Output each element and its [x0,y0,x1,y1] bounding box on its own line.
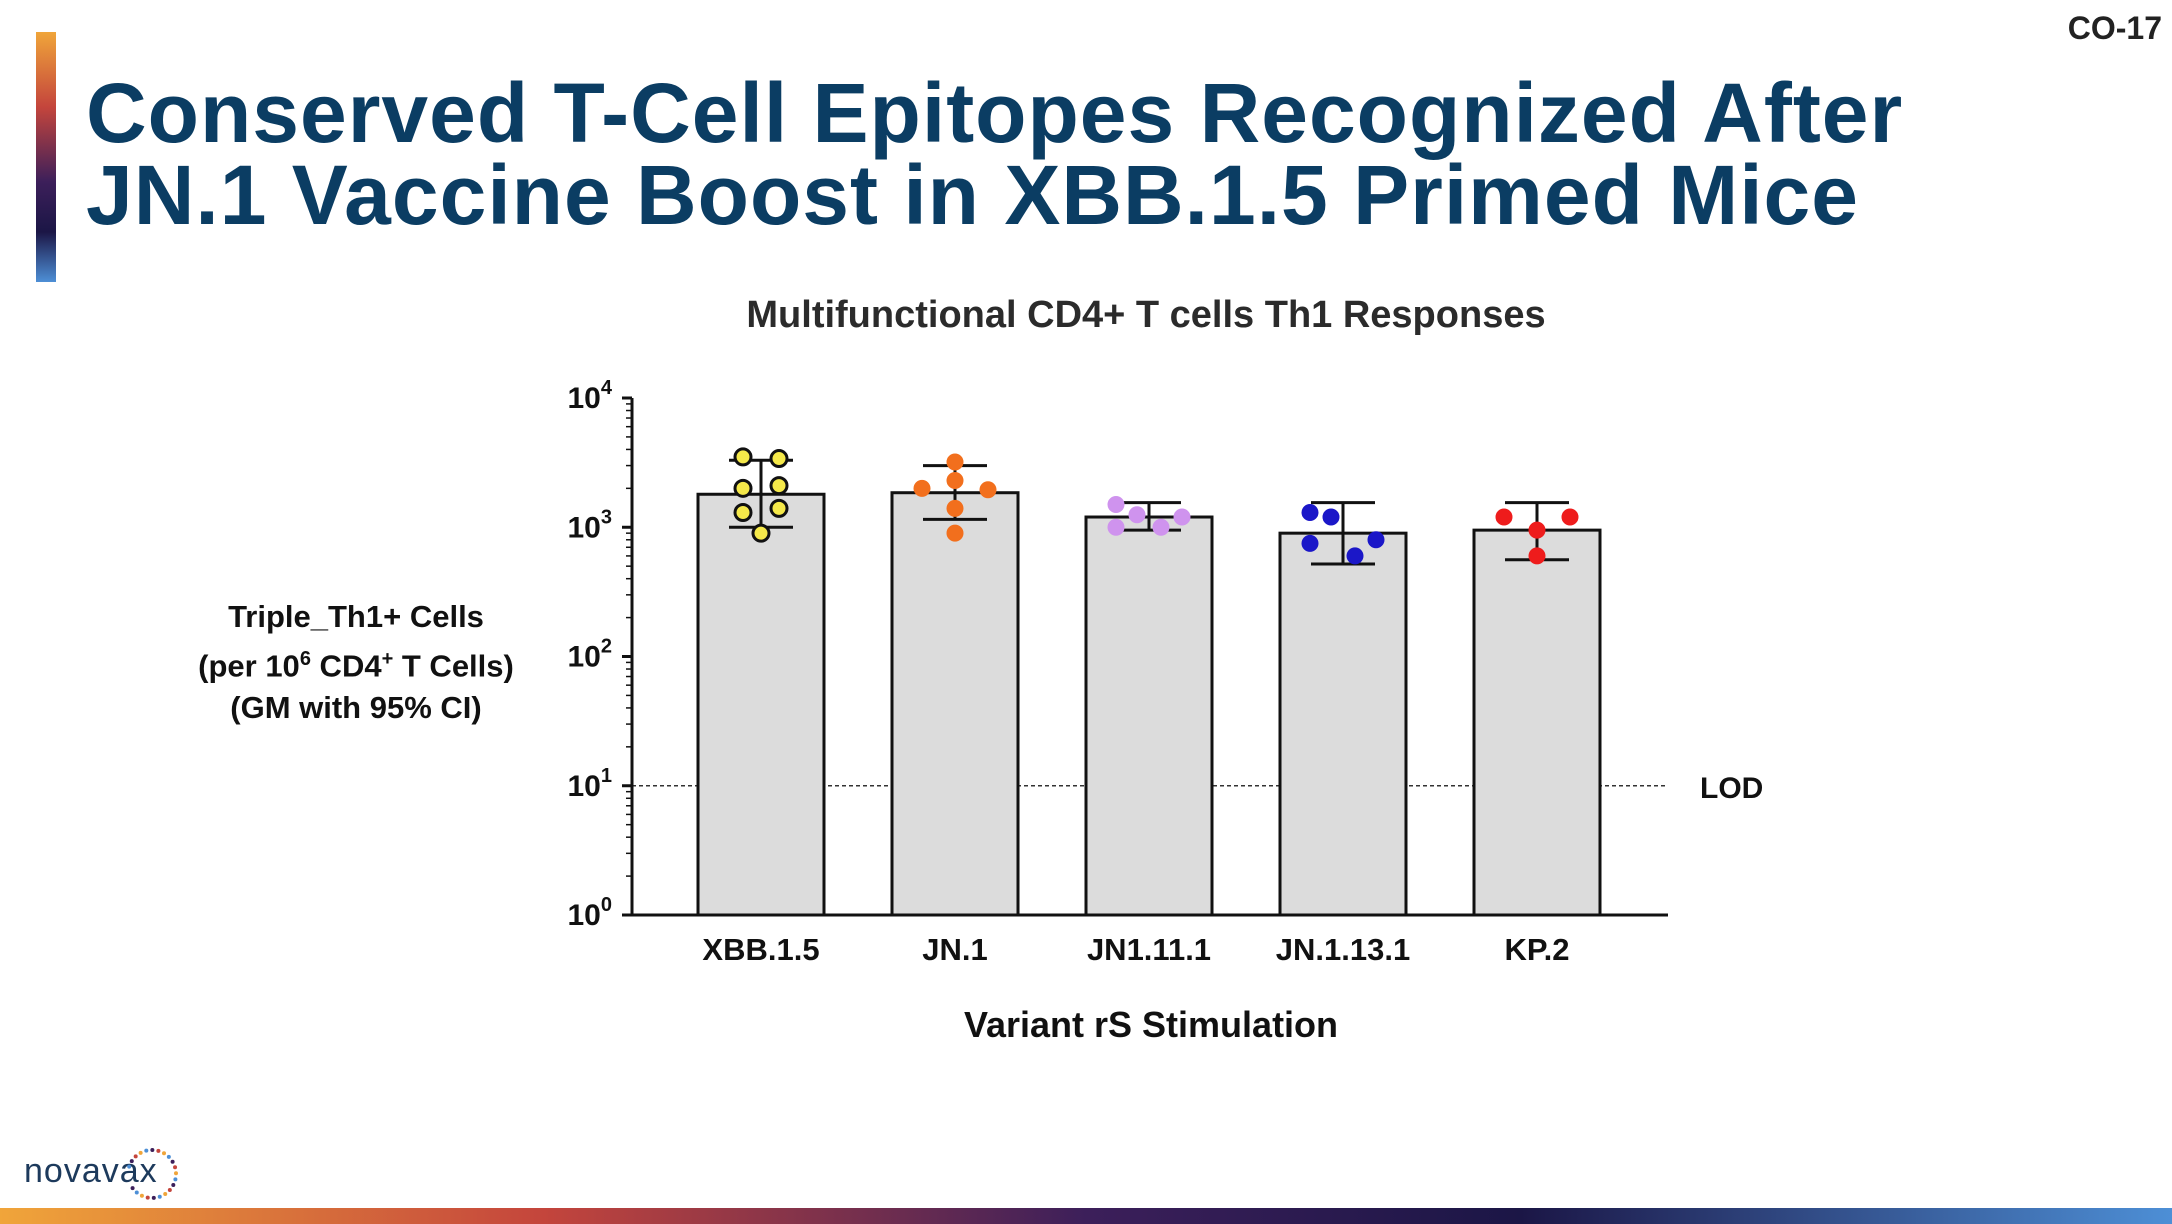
accent-bar [36,32,56,282]
data-point-JN.1 [979,481,997,499]
bar-JN1.11.1 [1084,515,1214,917]
x-tick-label-XBB.1.5: XBB.1.5 [702,932,819,967]
y-tick-label-4: 104 [568,377,613,415]
data-point-XBB.1.5 [769,449,789,469]
data-point-XBB.1.5 [733,478,753,498]
data-point-JN1.11.1 [1107,518,1125,536]
bar-JN.1.13.1 [1278,531,1408,917]
x-tick-label-KP.2: KP.2 [1505,932,1570,967]
data-point-XBB.1.5 [769,476,789,496]
data-point-JN1.11.1 [1128,506,1146,524]
bar-JN.1 [890,491,1020,917]
data-point-JN1.11.1 [1107,495,1125,513]
data-point-JN.1.13.1 [1301,504,1319,522]
bottom-accent-bar [0,1208,2172,1224]
y-axis-label: Triple_Th1+ Cells (per 106 CD4+ T Cells)… [198,599,514,726]
y-tick-label-0: 100 [568,894,613,932]
data-point-KP.2 [1528,521,1546,539]
x-axis-label: Variant rS Stimulation [963,1004,1339,1045]
data-point-JN.1.13.1 [1367,531,1385,549]
data-point-JN.1 [946,471,964,489]
page-title: Conserved T-Cell Epitopes Recognized Aft… [86,66,2086,242]
lod-label: LOD [1700,772,1763,805]
data-point-JN1.11.1 [1152,518,1170,536]
y-tick-label-1: 101 [568,765,613,803]
data-point-JN.1.13.1 [1322,508,1340,526]
data-point-JN.1.13.1 [1346,547,1364,565]
x-tick-label-JN1.11.1: JN1.11.1 [1087,932,1211,967]
data-point-KP.2 [1495,508,1513,526]
data-point-JN.1 [946,499,964,517]
data-point-JN.1 [913,479,931,497]
title-line-1: Conserved T-Cell Epitopes Recognized Aft… [86,66,1904,160]
logo-text: novavax [24,1152,158,1190]
x-tick-label-JN.1.13.1: JN.1.13.1 [1276,932,1410,967]
data-point-XBB.1.5 [733,447,753,467]
data-point-XBB.1.5 [733,503,753,523]
data-point-KP.2 [1561,508,1579,526]
data-point-JN1.11.1 [1173,508,1191,526]
novavax-logo: novavax [24,1138,184,1208]
data-point-XBB.1.5 [751,523,771,543]
data-point-JN.1.13.1 [1301,534,1319,552]
data-point-JN.1 [946,453,964,471]
chart-title: Multifunctional CD4+ T cells Th1 Respons… [746,294,1546,336]
y-tick-label-2: 102 [568,636,613,674]
data-point-XBB.1.5 [769,498,789,518]
bar-XBB.1.5 [696,492,826,917]
bar-KP.2 [1472,528,1602,917]
logo-dots-icon [127,1148,178,1200]
slide-number: CO-17 [2067,10,2162,46]
y-tick-label-3: 103 [568,506,613,544]
data-point-KP.2 [1528,547,1546,565]
x-tick-label-JN.1: JN.1 [922,932,987,967]
title-line-2: JN.1 Vaccine Boost in XBB.1.5 Primed Mic… [86,148,1859,242]
data-point-JN.1 [946,524,964,542]
